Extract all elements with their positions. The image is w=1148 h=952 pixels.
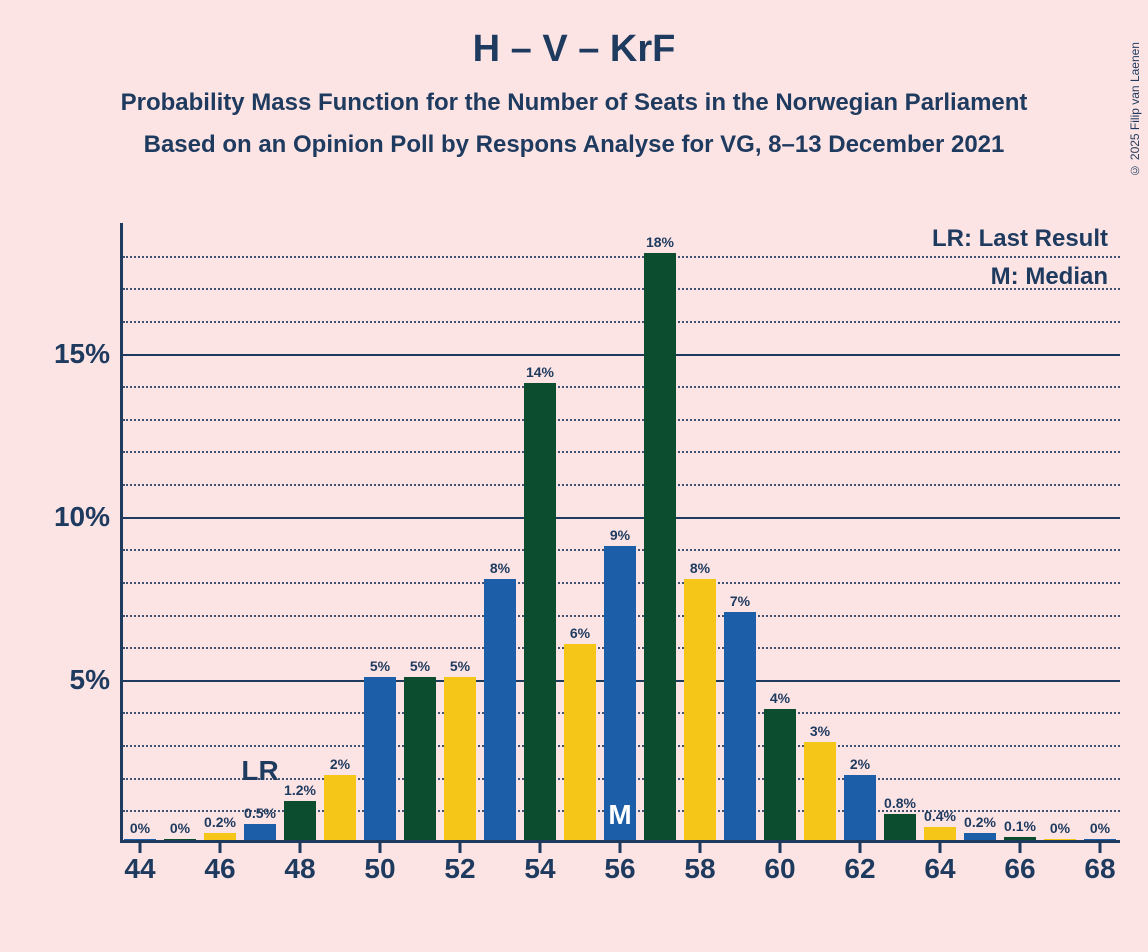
bar bbox=[404, 677, 436, 840]
bar-value-label: 8% bbox=[690, 560, 710, 576]
bar-value-label: 0.4% bbox=[924, 808, 956, 824]
bar-value-label: 0% bbox=[1050, 820, 1070, 836]
x-axis-tick bbox=[699, 843, 702, 853]
median-marker: M bbox=[608, 799, 631, 831]
bar-value-label: 18% bbox=[646, 234, 674, 250]
x-axis-label: 68 bbox=[1060, 853, 1140, 885]
bar-value-label: 0% bbox=[170, 820, 190, 836]
y-axis-label: 15% bbox=[20, 338, 110, 370]
copyright-text: © 2025 Filip van Laenen bbox=[1128, 42, 1142, 177]
last-result-marker: LR bbox=[241, 755, 278, 787]
x-axis-tick bbox=[1019, 843, 1022, 853]
bar-value-label: 8% bbox=[490, 560, 510, 576]
grid-line bbox=[123, 354, 1120, 356]
x-axis-tick bbox=[219, 843, 222, 853]
bar-value-label: 0.2% bbox=[204, 814, 236, 830]
grid-line bbox=[123, 419, 1120, 421]
bar-value-label: 3% bbox=[810, 723, 830, 739]
chart-subtitle-1: Probability Mass Function for the Number… bbox=[0, 89, 1148, 117]
bar bbox=[524, 383, 556, 840]
bar bbox=[884, 814, 916, 840]
bar bbox=[164, 839, 196, 840]
x-axis-label: 46 bbox=[180, 853, 260, 885]
bar-value-label: 6% bbox=[570, 625, 590, 641]
bar bbox=[444, 677, 476, 840]
x-axis-tick bbox=[459, 843, 462, 853]
bar-value-label: 2% bbox=[330, 756, 350, 772]
x-axis-label: 60 bbox=[740, 853, 820, 885]
bar-value-label: 0.5% bbox=[244, 805, 276, 821]
bar bbox=[284, 801, 316, 840]
bar-value-label: 0.1% bbox=[1004, 818, 1036, 834]
bar bbox=[124, 839, 156, 840]
bar bbox=[964, 833, 996, 840]
legend-lr: LR: Last Result bbox=[932, 225, 1108, 253]
x-axis-label: 50 bbox=[340, 853, 420, 885]
bar bbox=[1044, 839, 1076, 840]
bar bbox=[844, 775, 876, 840]
grid-line bbox=[123, 386, 1120, 388]
bar-value-label: 0% bbox=[1090, 820, 1110, 836]
bar-value-label: 9% bbox=[610, 527, 630, 543]
bar bbox=[604, 546, 636, 840]
y-axis-label: 10% bbox=[20, 501, 110, 533]
bar bbox=[724, 612, 756, 840]
x-axis-tick bbox=[779, 843, 782, 853]
bar-value-label: 2% bbox=[850, 756, 870, 772]
x-axis-tick bbox=[299, 843, 302, 853]
x-axis-label: 54 bbox=[500, 853, 580, 885]
x-axis-label: 64 bbox=[900, 853, 980, 885]
bar bbox=[1004, 837, 1036, 840]
bar bbox=[484, 579, 516, 840]
bar-value-label: 14% bbox=[526, 364, 554, 380]
x-axis-label: 62 bbox=[820, 853, 900, 885]
x-axis-tick bbox=[539, 843, 542, 853]
bar bbox=[644, 253, 676, 840]
bar-value-label: 4% bbox=[770, 690, 790, 706]
y-axis-label: 5% bbox=[20, 664, 110, 696]
x-axis-label: 48 bbox=[260, 853, 340, 885]
x-axis-label: 58 bbox=[660, 853, 740, 885]
bar-value-label: 5% bbox=[410, 658, 430, 674]
bar-value-label: 0% bbox=[130, 820, 150, 836]
bar-value-label: 1.2% bbox=[284, 782, 316, 798]
bar bbox=[1084, 839, 1116, 840]
x-axis-tick bbox=[939, 843, 942, 853]
bar-value-label: 5% bbox=[370, 658, 390, 674]
x-axis-tick bbox=[859, 843, 862, 853]
x-axis-label: 44 bbox=[100, 853, 180, 885]
bar bbox=[764, 709, 796, 840]
chart-plot-area: LR: Last Result M: Median 5%10%15%444648… bbox=[120, 223, 1120, 843]
x-axis-tick bbox=[139, 843, 142, 853]
x-axis-label: 56 bbox=[580, 853, 660, 885]
x-axis-tick bbox=[619, 843, 622, 853]
bar bbox=[244, 824, 276, 840]
chart-subtitle-2: Based on an Opinion Poll by Respons Anal… bbox=[0, 131, 1148, 159]
bar bbox=[684, 579, 716, 840]
x-axis-label: 66 bbox=[980, 853, 1060, 885]
bar-value-label: 5% bbox=[450, 658, 470, 674]
grid-line bbox=[123, 321, 1120, 323]
bar bbox=[324, 775, 356, 840]
grid-line bbox=[123, 256, 1120, 258]
grid-line bbox=[123, 288, 1120, 290]
y-axis-line bbox=[120, 223, 123, 843]
bar bbox=[804, 742, 836, 840]
x-axis-tick bbox=[1099, 843, 1102, 853]
bar bbox=[924, 827, 956, 840]
x-axis-tick bbox=[379, 843, 382, 853]
bar-value-label: 0.8% bbox=[884, 795, 916, 811]
grid-line bbox=[123, 484, 1120, 486]
bar-value-label: 7% bbox=[730, 593, 750, 609]
bar bbox=[564, 644, 596, 840]
legend-m: M: Median bbox=[991, 263, 1108, 291]
bar bbox=[364, 677, 396, 840]
grid-line bbox=[123, 517, 1120, 519]
grid-line bbox=[123, 451, 1120, 453]
chart-title: H – V – KrF bbox=[0, 28, 1148, 71]
x-axis-label: 52 bbox=[420, 853, 500, 885]
bar-value-label: 0.2% bbox=[964, 814, 996, 830]
bar bbox=[204, 833, 236, 840]
